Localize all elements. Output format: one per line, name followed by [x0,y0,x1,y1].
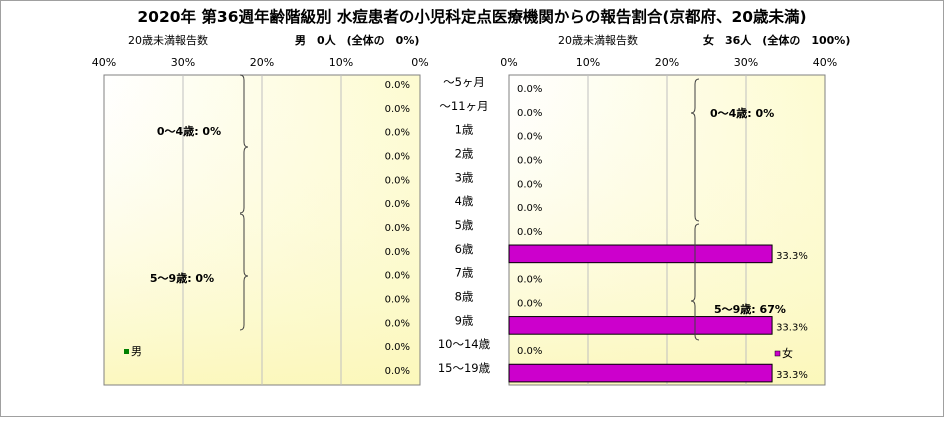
female-summary: 女 36人 (全体の 100%) [703,33,850,47]
male-data-label: 0.0% [385,104,410,115]
left-x-ticks: 40% 30% 20% 10% 0% [92,56,429,69]
male-data-label: 0.0% [385,271,410,282]
female-data-label: 0.0% [517,203,542,214]
male-legend-label: 男 [131,345,142,358]
age-category-label: ～11ヶ月 [439,99,488,113]
female-data-label: 0.0% [517,346,542,357]
right-brace-0-4 [690,78,700,222]
age-category-label: 4歳 [455,194,474,208]
age-category-label: 8歳 [455,290,474,304]
right-x-tick-label: 40% [813,56,837,69]
male-data-label: 0.0% [385,199,410,210]
female-data-label: 0.0% [517,179,542,190]
male-data-label: 0.0% [385,318,410,329]
female-data-label: 0.0% [517,275,542,286]
female-data-label: 0.0% [517,227,542,238]
female-bar [508,316,773,335]
female-data-label: 0.0% [517,155,542,166]
female-legend-label: 女 [782,346,793,360]
female-data-label: 0.0% [517,108,542,119]
right-x-tick-label: 10% [576,56,600,69]
male-data-label: 0.0% [385,247,410,258]
male-legend: 男 [124,345,142,358]
male-data-label: 0.0% [385,366,410,377]
age-category-label: 3歳 [455,170,474,184]
left-x-tick-label: 10% [329,56,353,69]
female-bar [508,363,773,383]
left-group-label-5-9: 5～9歳: 0% [150,271,214,285]
male-data-label: 0.0% [385,128,410,139]
left-axis-caption: 20歳未満報告数 [128,34,208,47]
left-brace-5-9 [239,213,249,331]
right-group-label-0-4: 0～4歳: 0% [710,106,774,120]
age-category-labels: ～5ヶ月 ～11ヶ月 1歳 2歳 3歳 4歳 5歳 6歳 7歳 8歳 9歳 10～14歳 15～19歳 [438,75,491,375]
female-bars [508,244,773,383]
left-brace-0-4 [239,74,249,214]
male-data-label: 0.0% [385,80,410,91]
left-gridlines [182,75,342,385]
age-category-label: ～5ヶ月 [443,75,485,89]
age-category-label: 10～14歳 [438,337,491,351]
age-category-label: 7歳 [455,266,474,280]
age-category-label: 1歳 [455,123,474,137]
female-data-label: 33.3% [776,322,808,333]
age-category-label: 15～19歳 [438,361,491,375]
left-x-tick-label: 0% [411,56,428,69]
male-data-label: 0.0% [385,175,410,186]
female-data-label: 33.3% [776,370,808,381]
right-x-tick-label: 30% [734,56,758,69]
left-x-tick-label: 30% [171,56,195,69]
male-legend-swatch [124,349,129,354]
female-data-label: 33.3% [776,251,808,262]
right-brace-5-9 [690,223,700,341]
right-x-ticks: 0% 10% 20% 30% 40% [500,56,837,69]
male-summary: 男 0人 (全体の 0%) [295,33,419,47]
male-data-label: 0.0% [385,151,410,162]
female-data-labels: 0.0% 0.0% 0.0% 0.0% 0.0% 0.0% 0.0% 33.3% 0.0% 0.0… [517,84,808,381]
female-data-label: 0.0% [517,132,542,143]
chart-title: 2020年 第36週年齢階級別 水痘患者の小児科定点医療機関からの報告割合(京都… [137,7,806,26]
age-category-label: 6歳 [455,242,474,256]
female-data-label: 0.0% [517,299,542,310]
male-data-labels: 0.0% 0.0% 0.0% 0.0% 0.0% 0.0% 0.0% 0.0% 0.0% 0.0%… [385,80,410,377]
female-data-label: 0.0% [517,84,542,95]
female-bar [508,244,773,264]
left-x-tick-label: 20% [250,56,274,69]
male-data-label: 0.0% [385,342,410,353]
right-x-tick-label: 20% [655,56,679,69]
right-axis-caption: 20歳未満報告数 [558,34,638,47]
right-group-label-5-9: 5～9歳: 67% [714,302,786,316]
right-x-tick-label: 0% [500,56,517,69]
male-data-label: 0.0% [385,223,410,234]
male-data-label: 0.0% [385,295,410,306]
left-x-tick-label: 40% [92,56,116,69]
age-category-label: 5歳 [455,218,474,232]
female-legend: 女 [774,346,793,360]
left-group-label-0-4: 0～4歳: 0% [157,124,221,138]
age-category-label: 2歳 [455,146,474,160]
female-legend-swatch [774,350,781,357]
age-category-label: 9歳 [455,313,474,327]
